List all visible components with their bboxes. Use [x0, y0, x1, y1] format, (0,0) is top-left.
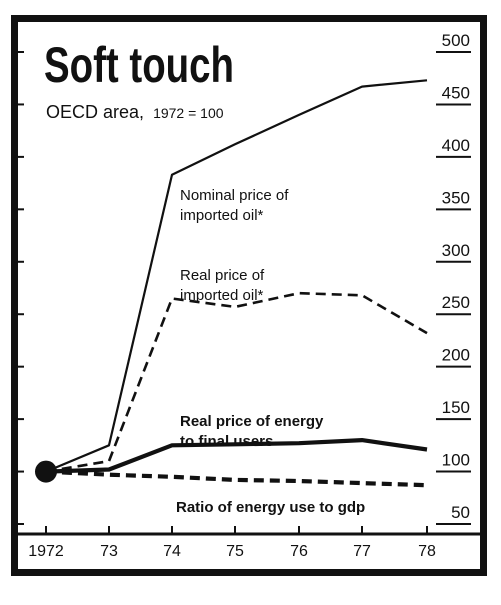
chart-subtitle-base: 1972 = 100	[153, 105, 224, 121]
chart-subtitle: OECD area, 1972 = 100	[46, 102, 224, 122]
series-label-1: Nominal price of	[180, 187, 289, 204]
y-tick-label: 350	[442, 188, 470, 207]
chart-frame	[11, 15, 487, 576]
x-tick-label: 1972	[28, 543, 64, 560]
series-line-4	[45, 469, 428, 488]
x-tick-label: 77	[353, 543, 371, 560]
x-tick-label: 78	[418, 543, 436, 560]
y-tick-label: 500	[442, 31, 470, 50]
chart-subtitle-main: OECD area,	[46, 102, 144, 122]
x-tick-label: 73	[100, 543, 118, 560]
series-line-1	[45, 79, 428, 473]
y-tick-label: 400	[442, 136, 470, 155]
series-label-2: Real price of	[180, 267, 265, 284]
y-tick-label: 150	[442, 398, 470, 417]
y-tick-label: 300	[442, 241, 470, 260]
axis-layer: 50 100 150 200 250 300 350 400 450 500 1972 73 74 75 7…	[14, 31, 471, 560]
series-label-4: Ratio of energy use to gdp	[176, 499, 365, 516]
series-line-3	[45, 438, 428, 474]
y-tick-label: 450	[442, 83, 470, 102]
base-point-marker	[35, 460, 57, 483]
series-label-3: Real price of energy	[180, 413, 324, 430]
chart-title: Soft touch	[44, 37, 234, 93]
y-tick-label: 100	[442, 451, 470, 470]
series-label-2: imported oil*	[180, 287, 264, 304]
series-label-layer: Nominal price of imported oil* Real price …	[176, 187, 365, 516]
series-layer	[45, 79, 428, 488]
x-tick-label: 76	[290, 543, 308, 560]
y-tick-label: 250	[442, 293, 470, 312]
series-label-1: imported oil*	[180, 207, 264, 224]
series-label-3: to final users	[180, 433, 273, 450]
x-tick-label: 74	[163, 543, 181, 560]
y-tick-label: 50	[451, 503, 470, 522]
x-tick-label: 75	[226, 543, 244, 560]
y-tick-label: 200	[442, 346, 470, 365]
